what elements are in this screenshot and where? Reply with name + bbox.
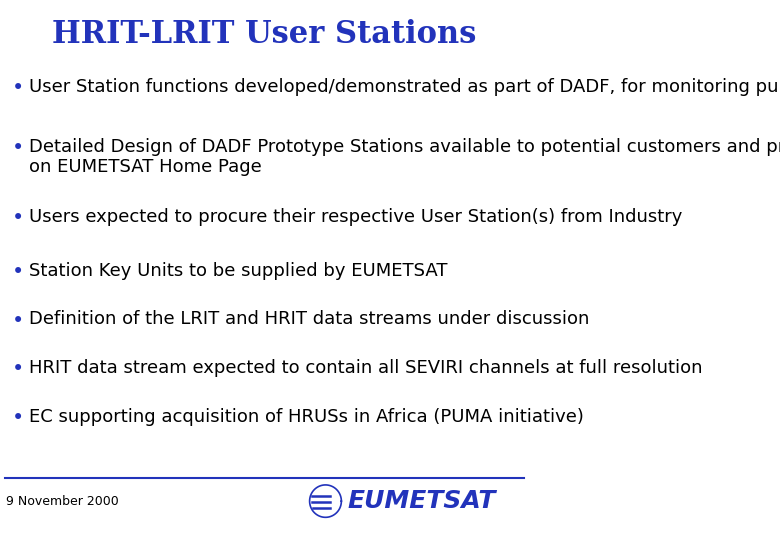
Text: •: • (12, 138, 24, 158)
Text: User Station functions developed/demonstrated as part of DADF, for monitoring pu: User Station functions developed/demonst… (29, 78, 780, 96)
Text: EUMETSAT: EUMETSAT (348, 489, 496, 513)
Text: •: • (12, 310, 24, 330)
Text: Detailed Design of DADF Prototype Stations available to potential customers and : Detailed Design of DADF Prototype Statio… (29, 138, 780, 177)
Text: •: • (12, 208, 24, 228)
Text: Users expected to procure their respective User Station(s) from Industry: Users expected to procure their respecti… (29, 208, 682, 226)
Text: EC supporting acquisition of HRUSs in Africa (PUMA initiative): EC supporting acquisition of HRUSs in Af… (29, 408, 584, 426)
Text: HRIT data stream expected to contain all SEVIRI channels at full resolution: HRIT data stream expected to contain all… (29, 359, 703, 377)
Text: Station Key Units to be supplied by EUMETSAT: Station Key Units to be supplied by EUME… (29, 262, 448, 280)
Text: HRIT-LRIT User Stations: HRIT-LRIT User Stations (52, 19, 477, 50)
Text: •: • (12, 262, 24, 282)
Text: •: • (12, 359, 24, 379)
Text: 9 November 2000: 9 November 2000 (6, 495, 119, 508)
Text: •: • (12, 78, 24, 98)
Text: •: • (12, 408, 24, 428)
Text: Definition of the LRIT and HRIT data streams under discussion: Definition of the LRIT and HRIT data str… (29, 310, 590, 328)
